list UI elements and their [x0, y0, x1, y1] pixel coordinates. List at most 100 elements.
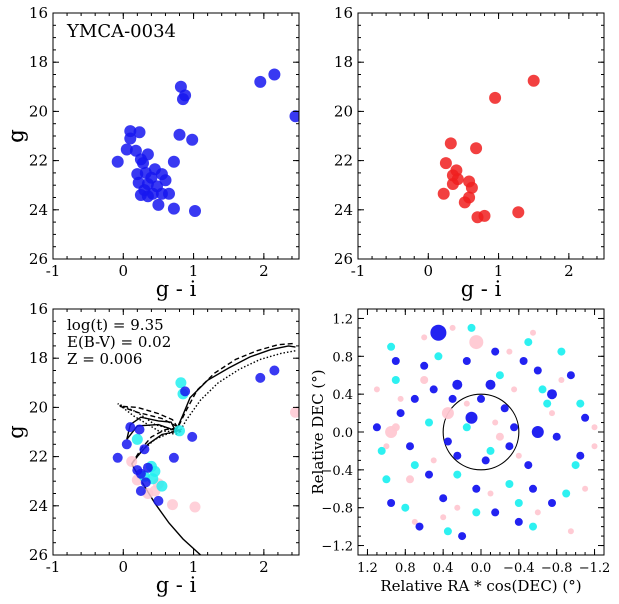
- data-point-pink: [591, 424, 598, 431]
- data-point-blue: [529, 484, 537, 493]
- data-point-blue: [477, 394, 485, 403]
- data-point-blue: [254, 75, 267, 88]
- panel-label: YMCA-0034: [66, 21, 176, 42]
- x-axis-label: g - i: [461, 277, 502, 301]
- data-point-blue: [186, 133, 199, 146]
- data-point-red: [527, 74, 540, 87]
- data-point-red: [470, 142, 483, 155]
- data-point-red: [437, 187, 450, 200]
- plot-area: [112, 342, 299, 555]
- data-point-blue: [505, 442, 514, 451]
- data-point-pink: [469, 335, 484, 350]
- data-point-blue: [372, 423, 381, 432]
- y-axis-label: g: [4, 425, 28, 438]
- data-point-pink: [167, 499, 178, 511]
- data-point-pink: [582, 485, 589, 492]
- data-point-cyan: [505, 480, 514, 488]
- data-point-red: [465, 181, 478, 194]
- cluster-radius-circle: [442, 393, 520, 471]
- data-point-blue: [111, 155, 124, 168]
- data-point-blue: [425, 470, 433, 479]
- y-tick-label: 0.4: [332, 388, 353, 403]
- data-point-blue: [429, 385, 438, 394]
- data-point-blue: [140, 477, 151, 488]
- data-point-red: [512, 206, 525, 219]
- data-point-cyan: [467, 323, 476, 332]
- data-point-blue: [135, 486, 146, 496]
- data-point-blue: [142, 462, 153, 473]
- x-tick-label: -1: [46, 558, 61, 576]
- y-tick-label: −1.2: [321, 540, 353, 555]
- data-point-pink: [591, 443, 598, 450]
- data-point-blue: [458, 532, 467, 541]
- data-point-pink: [558, 377, 565, 383]
- data-point-pink: [430, 457, 437, 464]
- data-point-cyan: [174, 425, 185, 437]
- data-point-cyan: [434, 352, 443, 361]
- iso-param-metallicity: Z = 0.006: [67, 350, 142, 368]
- data-point-red: [439, 157, 452, 170]
- data-point-pink: [492, 419, 499, 426]
- data-point-cyan: [495, 371, 504, 380]
- x-tick-label: 1: [189, 262, 199, 280]
- data-point-pink: [441, 407, 454, 420]
- data-point-blue: [514, 517, 523, 526]
- data-point-blue: [168, 452, 179, 463]
- data-point-cyan: [453, 470, 462, 479]
- data-point-blue: [153, 495, 164, 506]
- data-point-cyan: [557, 347, 566, 356]
- data-point-blue: [510, 423, 519, 432]
- data-point-blue: [500, 404, 509, 413]
- data-point-blue: [125, 422, 136, 433]
- isochrone-solid: [126, 345, 296, 465]
- data-point-red: [458, 196, 471, 209]
- data-point-blue: [566, 371, 575, 380]
- data-point-blue: [187, 431, 198, 442]
- data-point-blue: [167, 155, 180, 168]
- data-point-pink: [530, 329, 536, 336]
- data-point-pink: [397, 395, 404, 402]
- y-tick-label: 20: [29, 102, 48, 120]
- data-point-pink: [454, 504, 461, 511]
- data-point-blue: [173, 128, 186, 141]
- y-tick-label: 1.2: [332, 312, 353, 327]
- data-point-blue: [491, 347, 500, 356]
- y-tick-label: 0.8: [332, 350, 353, 365]
- data-point-pink: [449, 324, 456, 331]
- y-tick-label: −0.8: [321, 502, 353, 517]
- data-point-red: [444, 137, 457, 150]
- data-point-pink: [511, 386, 518, 393]
- data-point-pink: [549, 410, 555, 417]
- data-point-cyan: [462, 423, 471, 432]
- data-point-blue: [124, 132, 137, 145]
- data-point-blue: [524, 461, 533, 470]
- y-tick-label: 22: [29, 152, 48, 170]
- y-tick-label: 24: [334, 201, 353, 219]
- plot-area: [437, 74, 540, 224]
- data-point-red: [446, 178, 459, 190]
- x-tick-label: 0: [119, 262, 129, 280]
- data-point-blue: [163, 187, 175, 200]
- y-tick-label: 26: [334, 250, 353, 268]
- data-point-cyan: [524, 338, 533, 347]
- y-tick-label: 18: [29, 349, 48, 367]
- data-point-pink: [391, 423, 400, 432]
- iso-param-age: log(t) = 9.35: [67, 316, 164, 334]
- plot-area: [111, 68, 299, 217]
- x-tick-label: -1: [46, 262, 61, 280]
- data-point-red: [489, 91, 502, 104]
- x-tick-label: 1: [494, 262, 504, 280]
- x-tick-label: 1: [189, 558, 199, 576]
- x-tick-label: 0: [119, 558, 129, 576]
- data-point-pink: [515, 452, 522, 459]
- data-point-blue: [189, 205, 201, 217]
- data-point-cyan: [410, 461, 419, 470]
- data-point-blue: [134, 424, 145, 435]
- data-point-blue: [406, 442, 414, 451]
- data-point-cyan: [576, 399, 585, 408]
- data-point-blue: [391, 357, 400, 365]
- y-tick-label: 20: [29, 398, 48, 416]
- x-tick-label: -1: [351, 262, 366, 280]
- data-point-blue: [519, 357, 528, 365]
